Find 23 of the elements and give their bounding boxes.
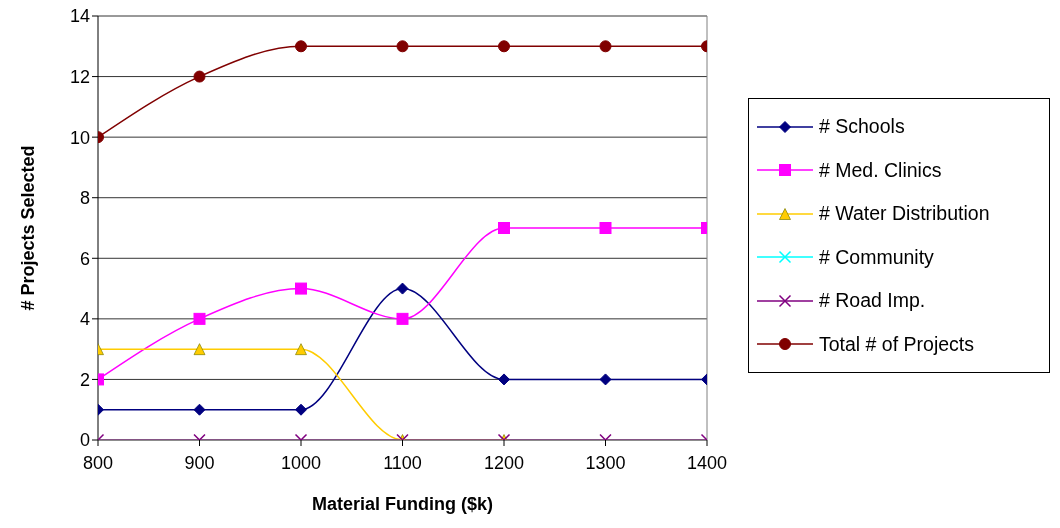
x-tick-label: 800 [82,452,114,473]
x-tick-label: 1000 [280,452,322,473]
legend-label: # Schools [819,115,905,139]
x-tick-label: 1300 [585,452,626,473]
x-tick-label: 900 [184,452,215,473]
x-tick-label: 1200 [483,452,525,473]
x-axis-title: Material Funding ($k) [311,494,494,514]
legend-label: # Community [819,245,934,269]
y-tick-label: 12 [69,66,90,87]
y-tick-label: 10 [69,127,90,148]
y-tick-label: 8 [79,188,90,209]
y-tick-label: 2 [79,369,90,390]
y-axis-title: # Projects Selected [18,145,39,311]
legend-label: # Road Imp. [819,289,926,313]
y-tick-label: 4 [79,309,90,330]
legend-label: # Water Distribution [819,202,990,226]
y-tick-label: 0 [79,430,90,451]
x-tick-label: 1400 [686,452,728,473]
x-tick-label: 1100 [383,452,422,473]
y-tick-label: 6 [79,248,90,269]
legend-label: # Med. Clinics [819,158,942,182]
legend-label: Total # of Projects [819,332,974,356]
y-tick-label: 14 [69,6,90,27]
